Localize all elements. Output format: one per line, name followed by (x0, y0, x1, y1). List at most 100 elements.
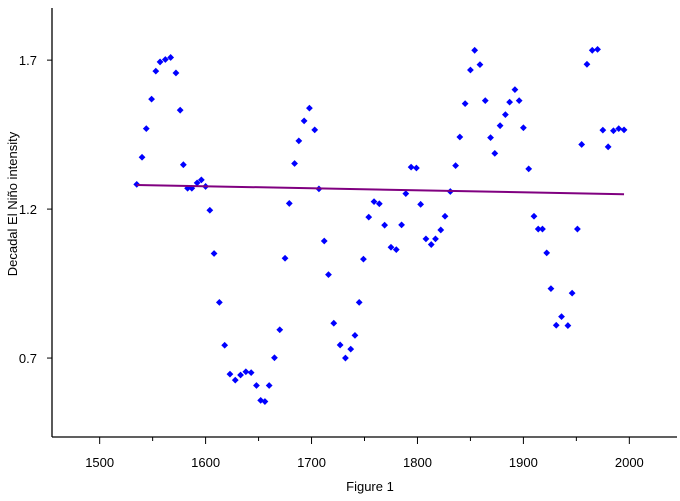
data-point (392, 246, 400, 254)
data-point (210, 250, 218, 257)
data-point (432, 235, 439, 243)
data-point (594, 46, 601, 53)
x-tick-label: 1800 (403, 455, 432, 470)
data-point (441, 212, 449, 220)
axes (51, 8, 677, 438)
y-tick-label: 1.7 (19, 53, 37, 68)
data-point (237, 371, 244, 379)
data-point (402, 190, 410, 197)
data-point (496, 122, 504, 130)
data-point (543, 249, 551, 257)
data-point (285, 200, 293, 207)
data-point (583, 60, 591, 68)
data-point (375, 200, 383, 208)
data-point (620, 126, 628, 134)
data-point (525, 165, 533, 173)
data-point (476, 61, 484, 68)
data-point (133, 180, 141, 188)
data-point (261, 398, 269, 405)
data-point (193, 179, 201, 187)
data-point (226, 370, 234, 378)
y-tick-label: 1.2 (19, 202, 37, 217)
data-point (599, 126, 607, 134)
data-point (422, 235, 430, 243)
data-point (381, 221, 389, 229)
data-point (511, 86, 519, 94)
data-point (568, 289, 576, 297)
data-point (437, 226, 445, 234)
ticks: 1500 1600 1700 1800 1900 2000 0.7 1.2 1.7 (19, 53, 644, 470)
data-point (206, 206, 214, 214)
x-tick-label: 1700 (297, 455, 326, 470)
data-point (487, 134, 494, 141)
data-point (172, 69, 180, 77)
data-point (215, 298, 223, 306)
data-point (176, 106, 184, 114)
data-point (142, 125, 150, 133)
y-axis-title: Decadal El Niño intensity (5, 131, 20, 276)
trend-line (136, 183, 625, 196)
data-point (588, 46, 596, 54)
data-point (552, 321, 560, 329)
data-point (452, 162, 459, 169)
data-point (506, 98, 514, 106)
data-point (530, 212, 538, 220)
y-tick-label: 0.7 (19, 351, 37, 366)
data-point (461, 100, 469, 108)
data-point (325, 271, 332, 279)
data-point (417, 200, 425, 208)
x-tick-label: 1900 (509, 455, 538, 470)
data-point (197, 176, 205, 184)
x-tick-label: 1600 (191, 455, 220, 470)
data-point (306, 104, 313, 112)
plot-area (133, 46, 628, 405)
data-point (148, 95, 155, 103)
data-point (539, 225, 546, 233)
data-point (242, 368, 250, 376)
data-point (253, 382, 260, 389)
data-point (370, 198, 378, 206)
data-point (578, 141, 586, 148)
data-point (320, 237, 328, 245)
data-point (491, 149, 499, 157)
data-point (351, 332, 359, 339)
data-point (471, 46, 479, 54)
data-point (221, 341, 229, 349)
data-point (300, 117, 308, 125)
data-point (456, 133, 464, 141)
data-point (271, 354, 278, 362)
data-point (347, 345, 355, 353)
data-point (342, 354, 349, 362)
data-point (295, 137, 303, 145)
x-tick-label: 1500 (85, 455, 114, 470)
data-point (247, 369, 255, 377)
data-point (311, 126, 319, 134)
data-point (558, 313, 565, 321)
data-point (501, 111, 509, 119)
data-point (387, 243, 395, 251)
data-point (231, 376, 239, 384)
data-point (336, 341, 344, 349)
data-point (152, 67, 160, 75)
data-point (291, 160, 298, 167)
x-axis-title: Figure 1 (346, 479, 394, 494)
data-point (520, 124, 527, 132)
data-point (467, 66, 474, 74)
data-point (547, 285, 555, 293)
data-point (564, 322, 572, 329)
data-point (276, 326, 284, 334)
data-point (407, 163, 415, 171)
data-point (604, 143, 612, 151)
data-point (355, 298, 363, 306)
x-tick-label: 2000 (615, 455, 644, 470)
data-point (481, 97, 489, 105)
data-point (365, 213, 373, 221)
data-point (281, 254, 289, 262)
data-point (413, 164, 420, 172)
data-point (360, 255, 367, 263)
data-point (330, 319, 338, 327)
data-point (138, 153, 146, 161)
data-point (179, 161, 187, 169)
data-point (398, 221, 405, 229)
